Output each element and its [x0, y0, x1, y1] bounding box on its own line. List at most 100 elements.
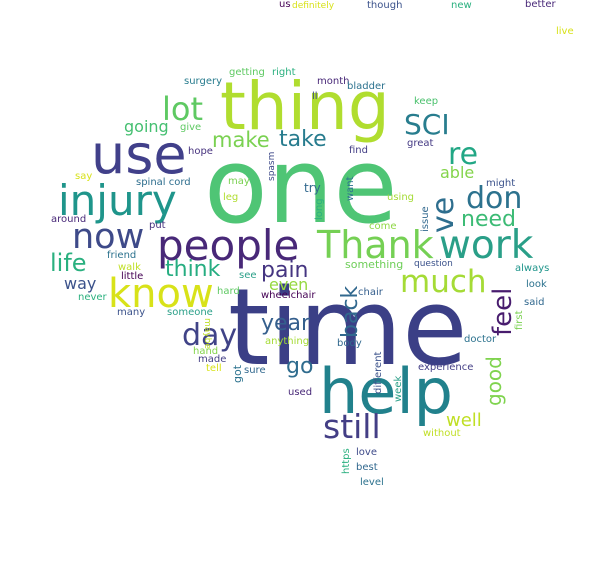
word: day [182, 318, 238, 353]
word: ll [312, 91, 318, 102]
word: need [461, 207, 516, 232]
word: look [526, 279, 547, 290]
word: think [165, 257, 221, 282]
word: want [345, 176, 356, 201]
word: SCI [404, 108, 450, 141]
word: love [356, 447, 377, 458]
word: see [239, 270, 257, 281]
word: maybe [202, 318, 212, 349]
word: walk [118, 262, 141, 273]
word: without [423, 428, 461, 439]
word: put [149, 220, 166, 231]
word: keep [414, 96, 439, 107]
word: level [360, 477, 384, 488]
word: find [349, 145, 368, 156]
word: now [72, 217, 145, 257]
word: wheelchair [261, 290, 316, 301]
word: many [117, 307, 146, 318]
word: friend [107, 250, 137, 261]
word: used [288, 387, 313, 398]
word: something [345, 258, 404, 271]
word: sure [244, 365, 266, 376]
word: know [108, 271, 214, 317]
word: much [400, 264, 487, 300]
word: may [228, 176, 250, 187]
word: definitely [292, 1, 335, 11]
word: live [556, 26, 574, 37]
word: never [78, 292, 107, 303]
word: always [515, 263, 550, 274]
word: https [341, 448, 352, 474]
word: life [50, 249, 87, 277]
word: bladder [347, 81, 386, 92]
word: feel [488, 287, 518, 336]
word: injury [58, 176, 177, 225]
word: great [407, 138, 434, 149]
word: good [482, 356, 506, 406]
word: lot [162, 90, 204, 128]
word: surgery [184, 76, 223, 87]
word: little [121, 271, 144, 282]
word: getting [229, 67, 265, 78]
word: help [319, 355, 454, 428]
word: way [64, 274, 97, 293]
word: pain [261, 258, 309, 283]
word: anything [265, 336, 310, 347]
word: experience [418, 362, 474, 373]
word: new [451, 0, 472, 11]
word: Thank [317, 223, 434, 267]
word: going [124, 117, 169, 136]
word: right [272, 67, 296, 78]
word: take [279, 127, 327, 152]
word: work [439, 223, 534, 268]
word: body [337, 338, 362, 349]
word: time [228, 266, 468, 389]
word: use [91, 123, 187, 186]
word: hard [217, 286, 240, 297]
word: re [448, 137, 479, 172]
word: issue [420, 206, 431, 232]
word: try [304, 181, 321, 195]
word: say [75, 171, 93, 182]
word: still [323, 407, 381, 446]
word: don [466, 181, 523, 216]
word: well [446, 410, 482, 431]
word: said [524, 297, 545, 308]
word: us [279, 0, 291, 10]
word: make [212, 128, 270, 152]
word: better [525, 0, 556, 10]
word: got [231, 364, 244, 383]
word: month [317, 76, 350, 87]
word: one [204, 125, 398, 247]
word: hope [188, 146, 213, 157]
word: ve [426, 196, 461, 233]
word: come [369, 221, 397, 232]
word: even [269, 275, 309, 294]
word: tell [206, 363, 222, 374]
word: someone [167, 307, 213, 318]
word: around [51, 214, 87, 225]
word: go [286, 354, 314, 379]
word: might [486, 178, 516, 189]
word: best [356, 462, 378, 473]
word: hand [193, 346, 219, 357]
word: long [314, 198, 325, 220]
word: using [387, 192, 415, 203]
word: leg [223, 192, 239, 203]
word: thing [220, 68, 390, 145]
word: spinal cord [136, 177, 191, 188]
word: people [157, 221, 300, 270]
word: though [367, 0, 403, 11]
word: spasm [267, 151, 277, 181]
word: week [393, 375, 404, 402]
word: doctor [464, 334, 497, 345]
word: different [373, 351, 384, 394]
word: give [180, 122, 202, 133]
word: able [440, 163, 475, 182]
word: first [514, 310, 525, 330]
word: question [414, 259, 453, 269]
word: year [261, 311, 311, 336]
word: chair [358, 287, 383, 298]
word: made [198, 354, 227, 365]
